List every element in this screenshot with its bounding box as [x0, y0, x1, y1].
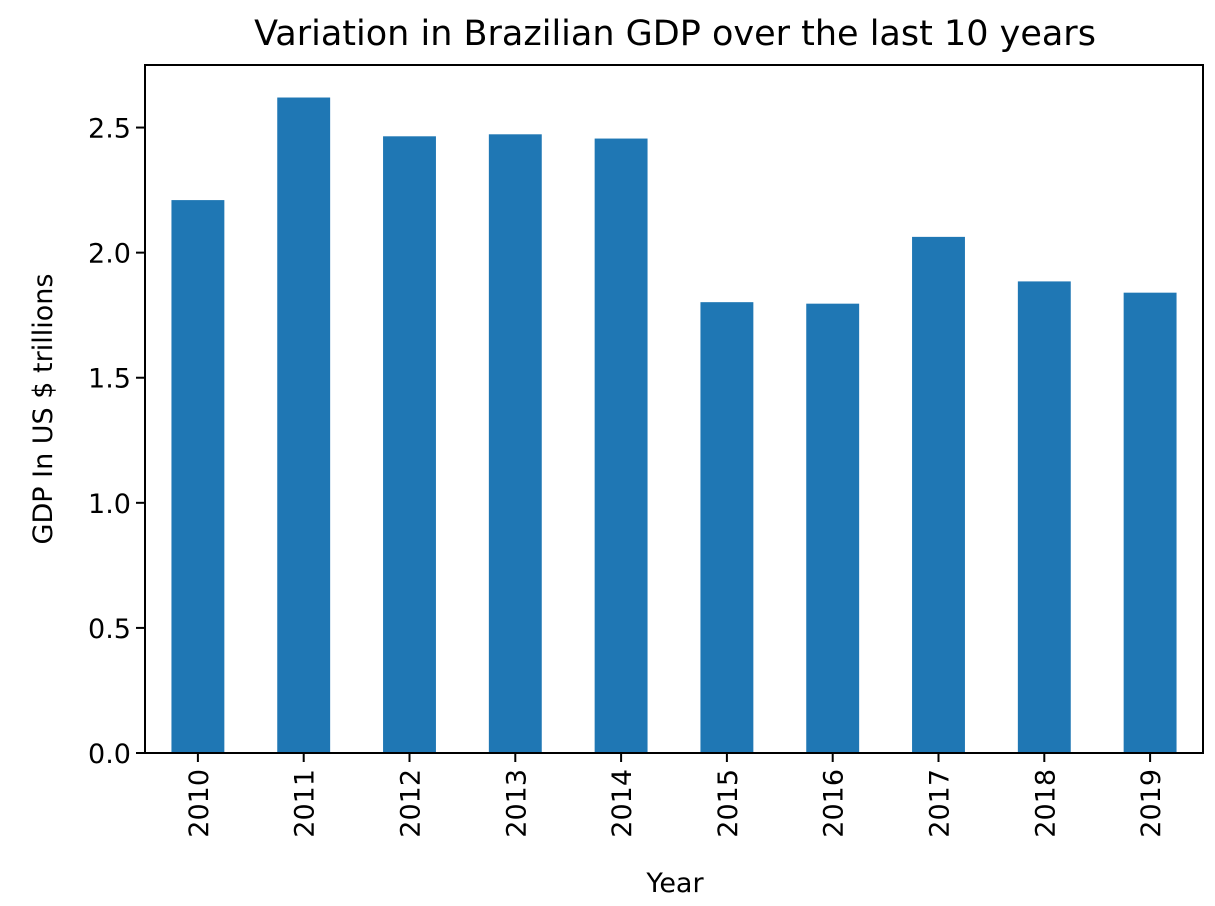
- bar-2015: [700, 302, 754, 753]
- bar-2019: [1123, 292, 1177, 753]
- bar-2014: [594, 138, 648, 754]
- y-tick-label: 0.5: [88, 614, 131, 645]
- x-tick-label-2018: 2018: [1030, 769, 1061, 838]
- x-tick-label-2011: 2011: [290, 769, 321, 838]
- x-axis: 2010 2011 2012 2013 2014 2015 2016 2017 2018 2019: [184, 753, 1167, 838]
- x-tick-label-2017: 2017: [925, 769, 956, 838]
- y-tick-label: 0.0: [88, 739, 131, 770]
- x-tick-label-2012: 2012: [396, 769, 427, 838]
- bar-2018: [1017, 281, 1071, 753]
- bar-2010: [171, 200, 225, 754]
- bar-2011: [277, 97, 331, 753]
- bar-2012: [383, 136, 436, 754]
- y-tick-label: 2.5: [88, 114, 131, 145]
- y-tick-label: 1.5: [88, 364, 131, 395]
- bar-2017: [912, 236, 965, 753]
- chart-title: Variation in Brazilian GDP over the last…: [254, 14, 1096, 54]
- bar-2016: [806, 303, 860, 753]
- bar-2013: [488, 134, 542, 754]
- x-tick-label-2016: 2016: [819, 769, 850, 838]
- x-tick-label-2019: 2019: [1136, 769, 1167, 838]
- y-tick-label: 1.0: [88, 489, 131, 520]
- x-tick-label-2014: 2014: [607, 769, 638, 838]
- plot-frame: [144, 64, 1204, 754]
- bars-group: [171, 97, 1177, 754]
- y-tick-label: 2.0: [88, 239, 131, 270]
- x-tick-label-2010: 2010: [184, 769, 215, 838]
- x-tick-label-2013: 2013: [501, 769, 532, 838]
- x-tick-label-2015: 2015: [713, 769, 744, 838]
- x-axis-label: Year: [645, 868, 704, 899]
- y-axis: 0.0 0.5 1.0 1.5 2.0 2.5: [88, 114, 145, 770]
- y-axis-label: GDP In US $ trillions: [28, 274, 59, 545]
